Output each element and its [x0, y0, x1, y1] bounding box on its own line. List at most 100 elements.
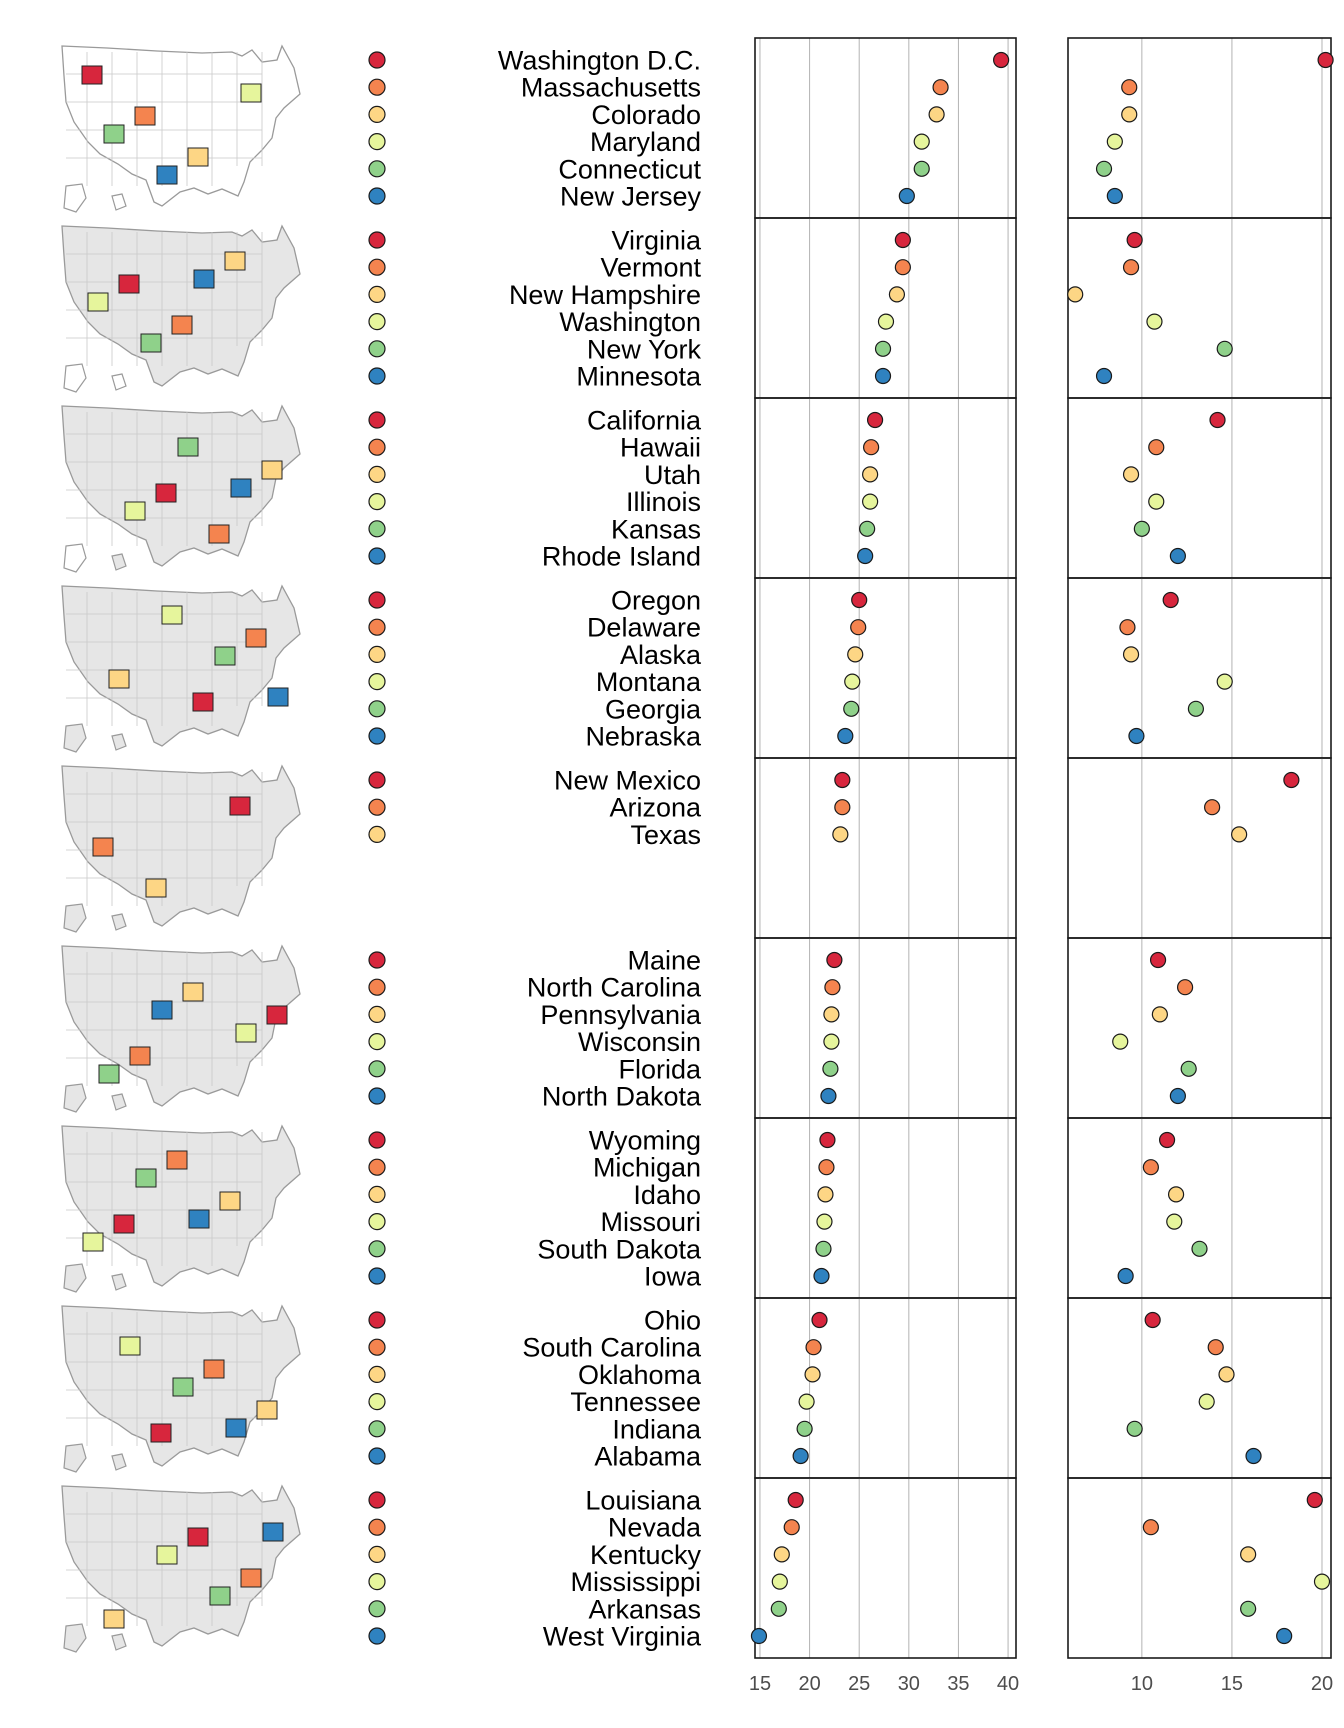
- right-data-point: [1169, 1087, 1186, 1105]
- map-state-highlight: [81, 65, 103, 85]
- x-tick-label-right: 10: [1131, 1673, 1153, 1695]
- left-data-point: [804, 1366, 821, 1383]
- legend-dot: [368, 160, 386, 178]
- map-thumbnail: [61, 1484, 301, 1653]
- alaska-shape: [63, 183, 87, 213]
- left-data-point: [815, 1240, 832, 1257]
- left-data-point: [805, 1339, 822, 1356]
- left-data-point: [771, 1573, 788, 1590]
- right-data-point: [1283, 771, 1300, 789]
- map-state-highlight: [113, 1214, 135, 1234]
- panel-cell: [754, 37, 1017, 219]
- axis-ticks: 15 20 25 30 35 40 10 15 20: [749, 1673, 1333, 1695]
- us-map-outline: [61, 944, 301, 1107]
- left-data-point: [862, 493, 879, 510]
- state-label: Georgia: [605, 694, 702, 724]
- legend-dot: [368, 1392, 386, 1411]
- map-state-highlight: [118, 274, 140, 294]
- map-thumbnail: [61, 944, 301, 1113]
- state-label: Wyoming: [589, 1126, 701, 1156]
- legend-dot: [368, 1131, 386, 1149]
- panel-cell: [754, 397, 1017, 579]
- state-label: Texas: [630, 820, 701, 850]
- right-data-point: [1169, 547, 1186, 565]
- map-thumbnail: [61, 404, 301, 573]
- map-state-highlight: [240, 1568, 262, 1588]
- state-label: Nevada: [608, 1513, 702, 1543]
- map-state-highlight: [166, 1150, 188, 1170]
- left-data-point: [820, 1087, 837, 1105]
- legend-dot: [368, 727, 386, 745]
- map-state-highlight: [187, 1527, 209, 1547]
- legend-dot: [368, 133, 386, 151]
- legend-dot: [368, 1518, 386, 1536]
- panel-cell: [1067, 937, 1332, 1119]
- panel-border: [754, 397, 1017, 579]
- left-data-point: [857, 547, 874, 565]
- state-label: New York: [587, 334, 702, 364]
- left-data-point: [792, 1447, 809, 1465]
- legend-dot: [368, 1005, 386, 1024]
- map-thumbnail: [61, 764, 301, 933]
- state-label: Connecticut: [558, 154, 701, 184]
- panel-cell: [754, 1477, 1017, 1659]
- panel-cell: [754, 757, 1017, 939]
- x-tick-label-left: 20: [798, 1673, 820, 1695]
- x-tick-label-right: 20: [1311, 1673, 1333, 1695]
- right-data-point: [1095, 160, 1113, 177]
- panel-border: [754, 757, 1017, 939]
- map-state-highlight: [240, 83, 262, 103]
- legend-dot: [368, 771, 386, 789]
- us-map-outline: [61, 584, 301, 747]
- state-label: New Hampshire: [509, 280, 701, 310]
- legend-dot: [368, 1420, 386, 1438]
- right-data-point: [1067, 286, 1084, 303]
- state-label: Tennessee: [570, 1387, 701, 1417]
- right-data-point: [1180, 1060, 1197, 1077]
- hawaii-shape: [111, 1273, 127, 1291]
- panel-cell: [1067, 397, 1332, 579]
- state-label: Minnesota: [576, 362, 702, 392]
- legend-dot: [368, 187, 386, 205]
- legend-dot: [368, 367, 386, 385]
- panel-border: [1067, 1477, 1332, 1659]
- left-data-point: [844, 673, 861, 690]
- state-label: Iowa: [644, 1262, 702, 1292]
- state-label: Nebraska: [585, 722, 702, 752]
- panel-cell: [754, 937, 1017, 1119]
- legend-dot: [368, 1572, 386, 1591]
- right-data-point: [1216, 340, 1233, 357]
- map-state-highlight: [245, 628, 267, 648]
- map-state-highlight: [209, 1586, 231, 1606]
- map-thumbnail: [61, 1304, 301, 1473]
- alaska-shape: [63, 723, 87, 753]
- x-tick-label-left: 30: [898, 1673, 920, 1695]
- left-data-point: [817, 1186, 834, 1203]
- left-data-point: [932, 79, 949, 96]
- right-data-point: [1216, 673, 1233, 690]
- map-state-highlight: [161, 605, 183, 625]
- map-state-highlight: [230, 478, 252, 498]
- map-state-highlight: [203, 1359, 225, 1379]
- right-data-point: [1144, 1311, 1161, 1329]
- map-state-highlight: [172, 1377, 194, 1397]
- left-data-point: [847, 646, 864, 663]
- map-state-highlight: [92, 837, 114, 857]
- legend-dot: [368, 1491, 386, 1509]
- legend-dot: [368, 951, 386, 969]
- right-data-point: [1117, 1267, 1134, 1285]
- legend-dot: [368, 1060, 386, 1078]
- map-state-highlight: [182, 982, 204, 1002]
- state-label: South Carolina: [522, 1333, 702, 1363]
- state-label: Idaho: [633, 1180, 701, 1210]
- panel-border: [1067, 37, 1332, 219]
- right-data-point: [1187, 700, 1204, 717]
- hawaii-shape: [111, 373, 127, 391]
- left-data-point: [874, 367, 892, 385]
- right-data-point: [1209, 411, 1226, 429]
- right-data-point: [1231, 826, 1248, 843]
- legend-dot: [368, 1447, 386, 1465]
- legend-dot: [368, 438, 386, 456]
- state-label: Montana: [596, 667, 702, 697]
